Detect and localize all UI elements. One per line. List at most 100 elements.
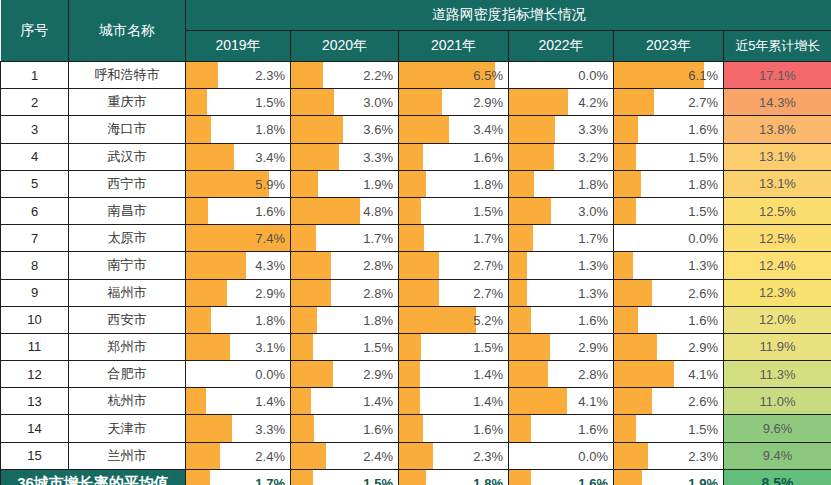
row-number-cell: 5 bbox=[1, 170, 69, 197]
year-value-cell: 4.8% bbox=[291, 197, 399, 224]
year-value: 1.8% bbox=[688, 176, 718, 191]
average-value-cell: 1.7% bbox=[186, 469, 291, 485]
data-bar bbox=[186, 307, 211, 333]
year-value-cell: 1.5% bbox=[291, 333, 399, 360]
year-value: 3.0% bbox=[578, 204, 608, 219]
cumulative-cell: 13.8% bbox=[724, 116, 831, 143]
table-footer: 36城市增长率的平均值 1.7% 1.5% 1.8% 1.6% 1.9% 8.5… bbox=[1, 469, 831, 485]
data-bar bbox=[291, 171, 318, 197]
year-value: 1.4% bbox=[363, 394, 393, 409]
year-value-cell: 1.8% bbox=[186, 306, 291, 333]
data-bar bbox=[509, 280, 527, 306]
year-value-cell: 1.6% bbox=[614, 116, 724, 143]
year-value: 4.2% bbox=[578, 95, 608, 110]
city-name-cell: 天津市 bbox=[69, 415, 186, 442]
year-value: 1.6% bbox=[578, 312, 608, 327]
data-bar bbox=[291, 116, 343, 142]
row-number-cell: 4 bbox=[1, 143, 69, 170]
data-bar bbox=[186, 388, 206, 414]
year-value-cell: 1.8% bbox=[186, 116, 291, 143]
table-row: 6 南昌市 1.6% 4.8% 1.5% 3.0% 1.5% 12.5% bbox=[1, 197, 831, 224]
data-bar bbox=[614, 415, 636, 441]
year-value: 4.1% bbox=[688, 367, 718, 382]
average-value-cell: 1.8% bbox=[399, 469, 509, 485]
year-value-cell: 1.5% bbox=[186, 89, 291, 116]
data-bar bbox=[186, 252, 246, 278]
row-number-cell: 10 bbox=[1, 306, 69, 333]
year-value-cell: 1.8% bbox=[614, 170, 724, 197]
data-bar bbox=[509, 89, 568, 115]
year-value: 1.5% bbox=[688, 149, 718, 164]
year-value: 2.2% bbox=[363, 68, 393, 83]
year-value-cell: 1.6% bbox=[399, 143, 509, 170]
year-value-cell: 3.3% bbox=[186, 415, 291, 442]
year-value-cell: 1.3% bbox=[614, 252, 724, 279]
growth-table: 序号 城市名称 道路网密度指标增长情况 2019年 2020年 2021年 20… bbox=[0, 0, 831, 485]
year-value: 1.8% bbox=[578, 176, 608, 191]
table-row: 3 海口市 1.8% 3.6% 3.4% 3.3% 1.6% 13.8% bbox=[1, 116, 831, 143]
year-value: 1.6% bbox=[473, 149, 503, 164]
data-bar bbox=[186, 470, 210, 485]
year-value-cell: 7.4% bbox=[186, 225, 291, 252]
year-value-cell: 1.7% bbox=[399, 225, 509, 252]
year-value: 2.9% bbox=[578, 339, 608, 354]
header-year-2021: 2021年 bbox=[399, 31, 509, 62]
data-bar bbox=[186, 198, 208, 224]
data-bar bbox=[186, 62, 218, 88]
year-value-cell: 2.3% bbox=[399, 442, 509, 469]
year-value-cell: 2.3% bbox=[186, 62, 291, 89]
year-value-cell: 2.8% bbox=[291, 252, 399, 279]
year-value: 3.4% bbox=[255, 149, 285, 164]
year-value-cell: 1.6% bbox=[509, 415, 614, 442]
year-value: 3.1% bbox=[255, 339, 285, 354]
data-bar bbox=[399, 443, 433, 469]
year-value-cell: 5.9% bbox=[186, 170, 291, 197]
year-value: 1.8% bbox=[473, 176, 503, 191]
data-bar bbox=[614, 334, 657, 360]
year-value: 6.1% bbox=[688, 68, 718, 83]
data-bar bbox=[614, 388, 652, 414]
data-bar bbox=[399, 415, 423, 441]
year-value-cell: 3.1% bbox=[186, 333, 291, 360]
year-value: 1.3% bbox=[578, 258, 608, 273]
header-year-2020: 2020年 bbox=[291, 31, 399, 62]
table-row: 4 武汉市 3.4% 3.3% 1.6% 3.2% 1.5% 13.1% bbox=[1, 143, 831, 170]
year-value-cell: 1.5% bbox=[614, 143, 724, 170]
year-value: 2.3% bbox=[688, 448, 718, 463]
city-name-cell: 南昌市 bbox=[69, 197, 186, 224]
year-value-cell: 3.0% bbox=[291, 89, 399, 116]
year-value-cell: 1.4% bbox=[186, 388, 291, 415]
year-value-cell: 2.9% bbox=[186, 279, 291, 306]
year-value-cell: 2.9% bbox=[614, 333, 724, 360]
year-value: 1.6% bbox=[473, 421, 503, 436]
table-row: 9 福州市 2.9% 2.8% 2.7% 1.3% 2.6% 12.3% bbox=[1, 279, 831, 306]
city-name-cell: 合肥市 bbox=[69, 361, 186, 388]
year-value-cell: 2.8% bbox=[509, 361, 614, 388]
year-value: 3.4% bbox=[473, 122, 503, 137]
data-bar bbox=[291, 443, 326, 469]
year-value: 2.4% bbox=[363, 448, 393, 463]
row-number-cell: 14 bbox=[1, 415, 69, 442]
year-value: 1.8% bbox=[255, 122, 285, 137]
year-value-cell: 0.0% bbox=[509, 62, 614, 89]
year-value: 0.0% bbox=[255, 367, 285, 382]
city-name-cell: 福州市 bbox=[69, 279, 186, 306]
year-value-cell: 4.2% bbox=[509, 89, 614, 116]
year-value: 2.4% bbox=[255, 448, 285, 463]
year-value-cell: 3.4% bbox=[399, 116, 509, 143]
year-value: 1.8% bbox=[363, 312, 393, 327]
data-bar bbox=[291, 144, 339, 170]
data-bar bbox=[614, 470, 642, 485]
year-value-cell: 1.6% bbox=[614, 306, 724, 333]
year-value: 4.8% bbox=[363, 204, 393, 219]
row-number-cell: 6 bbox=[1, 197, 69, 224]
table-row: 8 南宁市 4.3% 2.8% 2.7% 1.3% 1.3% 12.4% bbox=[1, 252, 831, 279]
year-value: 1.4% bbox=[473, 394, 503, 409]
data-bar bbox=[291, 415, 314, 441]
data-bar bbox=[509, 144, 554, 170]
year-value-cell: 3.0% bbox=[509, 197, 614, 224]
year-value-cell: 2.7% bbox=[399, 252, 509, 279]
year-value-cell: 2.7% bbox=[614, 89, 724, 116]
year-value: 1.6% bbox=[688, 312, 718, 327]
city-name-cell: 南宁市 bbox=[69, 252, 186, 279]
